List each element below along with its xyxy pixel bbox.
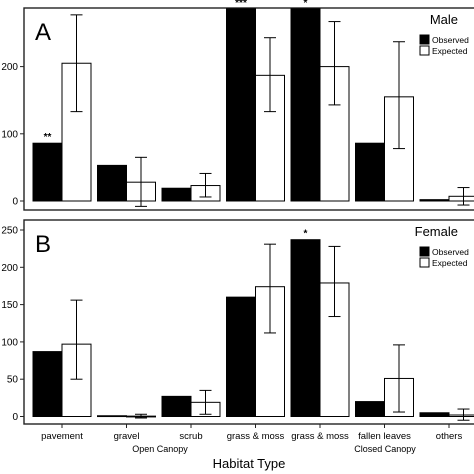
x-axis: pavement gravel scrub grass & moss grass & m… bbox=[41, 424, 462, 471]
panel-title: Female bbox=[415, 224, 458, 239]
legend-swatch-expected bbox=[419, 45, 430, 56]
significance-marker-4: * bbox=[304, 0, 308, 9]
group-label-0: Open Canopy bbox=[132, 444, 188, 454]
bar-observed-1 bbox=[97, 164, 127, 202]
legend-label-observed: Observed bbox=[432, 247, 469, 257]
x-tick-label: others bbox=[436, 431, 463, 442]
y-tick-label: 0 bbox=[12, 412, 18, 423]
significance-marker-4: * bbox=[304, 229, 308, 240]
x-axis-title: Habitat Type bbox=[213, 456, 286, 471]
bar-observed-6 bbox=[419, 199, 450, 202]
legend-label-expected: Expected bbox=[432, 46, 468, 56]
bar-expected-6 bbox=[448, 195, 474, 202]
bar-observed-0 bbox=[32, 351, 63, 417]
bar-observed-5 bbox=[355, 142, 385, 202]
legend-swatch-expected bbox=[419, 257, 430, 268]
y-tick-label: 0 bbox=[12, 197, 18, 208]
x-tick-label: grass & moss bbox=[227, 431, 285, 442]
legend-label-expected: Expected bbox=[432, 258, 468, 268]
panel-letter: B bbox=[35, 231, 51, 258]
legend-swatch-observed bbox=[419, 34, 430, 45]
bar-observed-3 bbox=[226, 296, 256, 418]
y-tick-label: 250 bbox=[1, 226, 18, 237]
y-tick-label: 200 bbox=[1, 62, 18, 73]
bar-observed-4 bbox=[290, 239, 321, 417]
x-tick-label: scrub bbox=[179, 431, 202, 442]
x-tick-label: grass & moss bbox=[291, 431, 349, 442]
bar-expected-6 bbox=[448, 414, 474, 417]
legend-swatch-observed bbox=[419, 246, 430, 257]
panel-frame bbox=[23, 219, 474, 425]
group-label-1: Closed Canopy bbox=[354, 444, 416, 454]
bar-observed-2 bbox=[161, 395, 192, 418]
panel-letter: A bbox=[35, 19, 51, 46]
y-tick-label: 50 bbox=[7, 375, 19, 386]
bar-observed-4 bbox=[290, 8, 321, 202]
y-tick-label: 100 bbox=[1, 337, 18, 348]
y-tick-label: 100 bbox=[1, 129, 18, 140]
bar-observed-0 bbox=[32, 142, 63, 202]
panel-frame bbox=[23, 7, 474, 211]
x-tick-label: gravel bbox=[114, 431, 140, 442]
x-tick-label: pavement bbox=[41, 431, 83, 442]
bar-observed-2 bbox=[161, 187, 192, 202]
significance-marker-3: *** bbox=[235, 0, 247, 9]
legend-label-observed: Observed bbox=[432, 35, 469, 45]
panel-title: Male bbox=[430, 12, 458, 27]
bar-observed-5 bbox=[355, 401, 385, 417]
bar-observed-6 bbox=[419, 412, 450, 417]
y-tick-label: 150 bbox=[1, 300, 18, 311]
bar-observed-3 bbox=[226, 8, 256, 202]
y-tick-label: 200 bbox=[1, 263, 18, 274]
bar-observed-1 bbox=[97, 415, 127, 418]
significance-marker-0: ** bbox=[44, 132, 52, 143]
x-tick-label: fallen leaves bbox=[358, 431, 411, 442]
